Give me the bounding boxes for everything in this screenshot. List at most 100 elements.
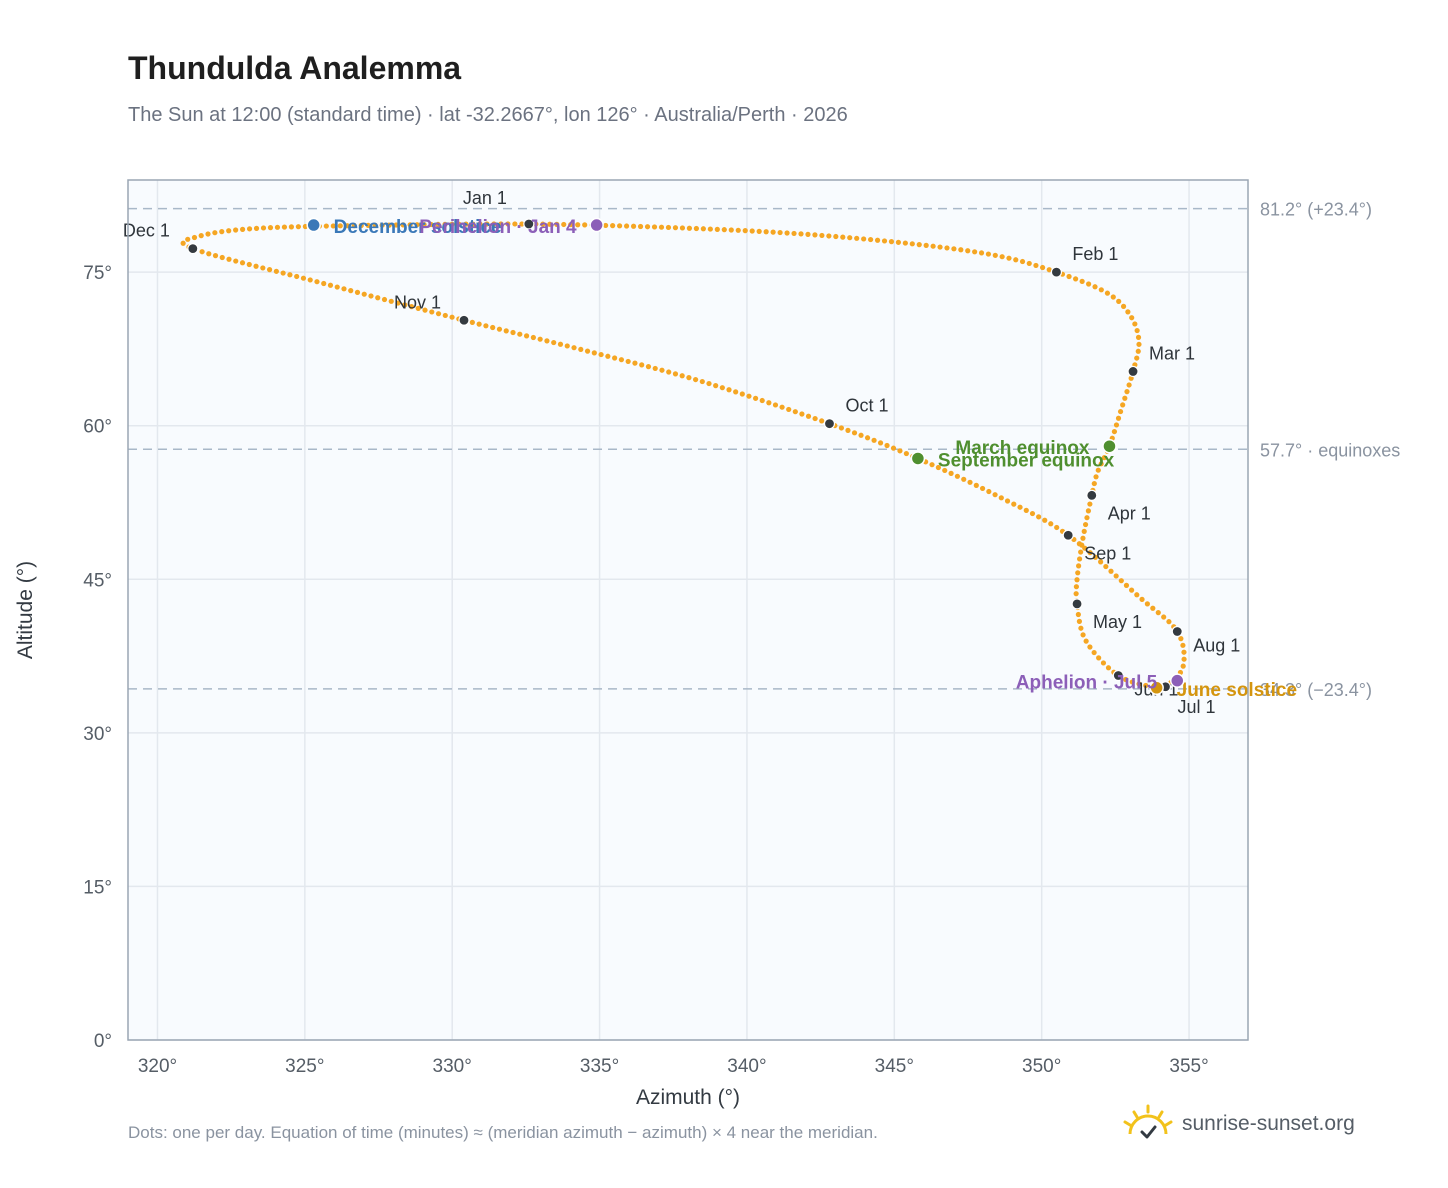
reference-lines: 81.2° (+23.4°) 57.7° · equinoxes 34.3° (−2…: [128, 200, 1400, 700]
daily-sun-dot: [1076, 541, 1082, 547]
daily-sun-dot: [368, 293, 374, 299]
daily-sun-dot: [435, 311, 442, 317]
daily-sun-dot: [777, 229, 783, 236]
daily-sun-dot: [1086, 281, 1092, 287]
daily-sun-dot: [666, 369, 672, 375]
daily-sun-dot: [784, 230, 790, 236]
daily-sun-dot: [219, 229, 225, 235]
daily-sun-dot: [470, 221, 476, 227]
event-label-june-solstice: June solstice: [1177, 680, 1297, 701]
daily-sun-dot: [540, 221, 546, 227]
month-marker-aug-1: [1171, 625, 1183, 638]
daily-sun-dot: [625, 358, 631, 365]
daily-sun-dot: [191, 234, 198, 241]
daily-sun-dot: [180, 240, 186, 246]
daily-sun-dot: [1029, 510, 1036, 517]
daily-sun-dot: [1104, 290, 1111, 296]
daily-sun-dot: [300, 275, 307, 281]
daily-sun-dot: [1110, 294, 1116, 300]
daily-sun-dot: [393, 222, 399, 228]
daily-sun-dot: [530, 334, 536, 341]
daily-sun-dot: [728, 227, 734, 233]
brand[interactable]: sunrise-sunset.org: [1122, 1102, 1355, 1146]
month-label-may-1: May 1: [1093, 612, 1142, 632]
daily-sun-dot: [897, 448, 903, 454]
daily-sun-dot: [707, 226, 713, 232]
daily-sun-dot: [623, 223, 630, 229]
daily-sun-dot: [1129, 679, 1135, 685]
daily-sun-dot: [344, 223, 350, 229]
daily-sun-dot: [1113, 573, 1119, 579]
daily-sun-dot: [706, 380, 712, 387]
y-tick-label: 15°: [83, 877, 112, 898]
daily-sun-dot: [937, 244, 943, 250]
daily-sun-dot: [490, 324, 496, 331]
daily-sun-dot: [1098, 461, 1104, 467]
event-marker-march-equinox: [1102, 438, 1117, 454]
x-axis-label: Azimuth (°): [636, 1086, 740, 1109]
daily-sun-dot: [1080, 632, 1086, 638]
event-marker-perihelion-jan-4: [589, 217, 604, 233]
month-label-feb-1: Feb 1: [1072, 244, 1118, 264]
daily-sun-dot: [1048, 521, 1054, 527]
daily-sun-dot: [726, 387, 732, 393]
daily-sun-dot: [812, 415, 818, 422]
daily-sun-dot: [571, 345, 577, 351]
daily-sun-dot: [288, 224, 295, 230]
daily-sun-dot: [1101, 455, 1107, 461]
daily-sun-dot: [1073, 584, 1079, 590]
daily-sun-dot: [354, 289, 361, 296]
reference-line-label: 81.2° (+23.4°): [1260, 200, 1372, 220]
daily-sun-dot: [679, 225, 686, 231]
daily-sun-dot: [752, 395, 759, 401]
daily-sun-dot: [861, 236, 867, 242]
daily-sun-dot: [888, 239, 895, 245]
daily-sun-dot: [334, 284, 340, 290]
daily-sun-dot: [999, 254, 1005, 260]
daily-sun-dot: [840, 234, 846, 240]
daily-sun-dot: [402, 302, 408, 308]
daily-sun-dot: [935, 464, 941, 471]
daily-sun-dot: [884, 442, 890, 449]
daily-sun-dot: [686, 375, 692, 381]
daily-sun-dot: [561, 221, 567, 228]
daily-sun-dot: [1033, 262, 1039, 269]
daily-sun-dot: [1073, 276, 1079, 282]
daily-sun-dot: [826, 233, 832, 239]
daily-sun-dot: [273, 268, 279, 274]
daily-sun-dot: [575, 222, 581, 228]
month-marker-apr-1: [1086, 489, 1098, 501]
daily-sun-dot: [198, 233, 204, 239]
daily-sun-dot: [819, 232, 825, 239]
x-tick-label: 345°: [875, 1056, 914, 1077]
daily-sun-dot: [733, 389, 739, 395]
daily-sun-dot: [1091, 480, 1097, 487]
daily-sun-dot: [1076, 618, 1083, 624]
daily-sun-dot: [1098, 287, 1104, 293]
daily-sun-dot: [1123, 676, 1129, 683]
axis-ticks: 320° 325° 330° 335° 340° 345° 350° 355° 0° 15° 30°…: [83, 263, 1208, 1077]
daily-sun-dot: [721, 227, 727, 233]
daily-sun-dot: [985, 251, 992, 257]
month-label-nov-1: Nov 1: [394, 292, 441, 312]
daily-sun-dot: [233, 227, 239, 233]
daily-sun-dot: [961, 476, 967, 482]
daily-sun-dot: [805, 231, 811, 237]
daily-sun-dot: [1081, 528, 1087, 534]
daily-sun-dot: [537, 336, 543, 342]
daily-sun-dot: [693, 376, 699, 383]
daily-sun-dot: [847, 235, 853, 241]
reference-line-label: 57.7° · equinoxes: [1260, 440, 1400, 460]
daily-sun-dot: [1129, 587, 1135, 593]
daily-sun-dot: [568, 221, 574, 228]
daily-sun-dot: [1082, 521, 1089, 528]
daily-sun-dot: [1100, 660, 1107, 666]
daily-sun-dot: [1004, 498, 1011, 504]
daily-sun-dot: [1166, 619, 1172, 625]
daily-sun-dot: [1118, 578, 1124, 584]
month-marker-feb-1: [1050, 266, 1063, 278]
daily-sun-dot: [986, 488, 992, 495]
daily-sun-dot: [1023, 507, 1029, 513]
daily-sun-dot: [686, 225, 693, 231]
